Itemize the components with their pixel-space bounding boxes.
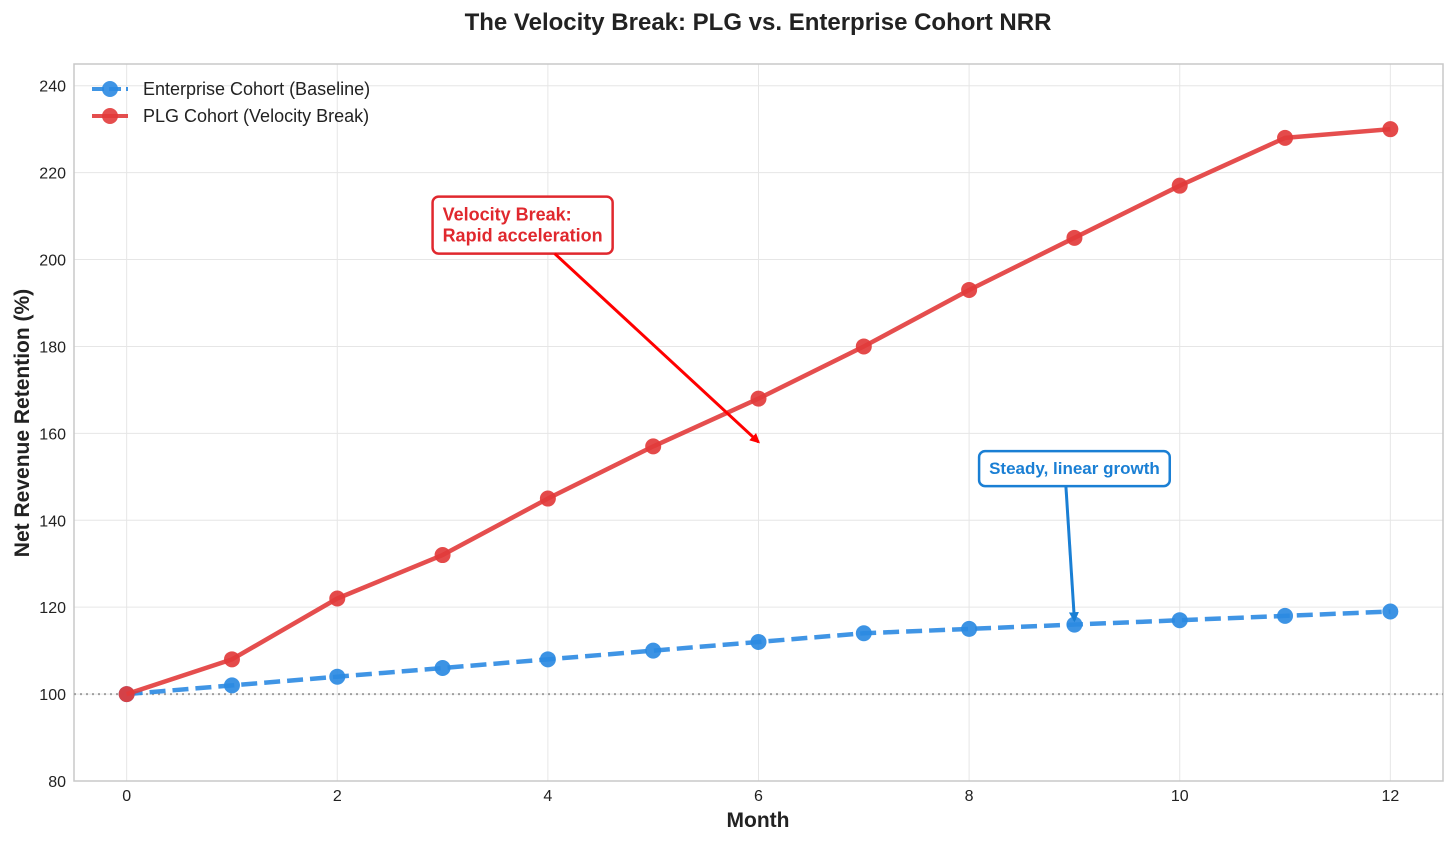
annotation-layer: Velocity Break: Rapid acceleration Steady,…: [431, 195, 1172, 623]
y-tick-label: 180: [39, 339, 66, 356]
data-point: [855, 625, 872, 642]
y-tick-label: 200: [39, 253, 66, 270]
legend-label-enterprise: Enterprise Cohort (Baseline): [143, 79, 370, 99]
chart-title: The Velocity Break: PLG vs. Enterprise C…: [465, 9, 1052, 36]
annotation-1: Steady, linear growth: [977, 449, 1172, 623]
x-axis-label: Month: [727, 809, 790, 832]
data-point: [750, 633, 767, 650]
legend-item-plg: PLG Cohort (Velocity Break): [92, 106, 369, 126]
axis-ticks: 0 2 4 6 8 10 12 80 100 120 140 160 180 200 220 240: [39, 79, 1399, 805]
y-tick-label: 80: [48, 774, 66, 791]
data-point: [1382, 603, 1399, 620]
legend-item-enterprise: Enterprise Cohort (Baseline): [92, 79, 370, 99]
data-point: [329, 590, 346, 607]
legend-swatch-enterprise-marker: [102, 81, 118, 97]
y-tick-label: 160: [39, 426, 66, 443]
data-point: [1171, 612, 1188, 629]
legend-swatch-plg-marker: [102, 108, 118, 124]
annotation-text-0: Velocity Break: Rapid acceleration: [443, 205, 603, 246]
annotation-box-1: [977, 449, 1172, 488]
x-tick-label: 10: [1171, 788, 1189, 805]
y-tick-label: 140: [39, 513, 66, 530]
x-tick-label: 2: [333, 788, 342, 805]
data-point: [645, 438, 662, 455]
series-0: [118, 603, 1399, 703]
data-point: [961, 620, 978, 637]
y-tick-label: 120: [39, 600, 66, 617]
legend-label-plg: PLG Cohort (Velocity Break): [143, 106, 369, 126]
data-point: [961, 281, 978, 298]
annotation-arrow-1: [1064, 485, 1079, 623]
series-layer: [118, 121, 1399, 703]
data-point: [539, 490, 556, 507]
data-point: [434, 547, 451, 564]
x-tick-label: 6: [754, 788, 763, 805]
y-tick-label: 240: [39, 79, 66, 96]
plot-frame: [73, 63, 1444, 782]
x-tick-label: 4: [543, 788, 552, 805]
series-1: [118, 121, 1399, 703]
x-tick-label: 12: [1381, 788, 1399, 805]
y-tick-label: 220: [39, 166, 66, 183]
x-tick-label: 8: [965, 788, 974, 805]
y-axis-label: Net Revenue Retention (%): [11, 289, 34, 557]
annotation-0: Velocity Break: Rapid acceleration: [431, 195, 760, 444]
annotation-text-1: Steady, linear growth: [989, 459, 1160, 478]
data-point: [645, 642, 662, 659]
data-point: [539, 651, 556, 668]
data-point: [434, 660, 451, 677]
data-point: [329, 668, 346, 685]
data-point: [223, 651, 240, 668]
y-tick-label: 100: [39, 687, 66, 704]
grid: [74, 64, 1443, 782]
data-point: [750, 390, 767, 407]
x-tick-label: 0: [122, 788, 131, 805]
data-point: [1277, 129, 1294, 146]
data-point: [223, 677, 240, 694]
annotation-arrow-0: [553, 252, 760, 444]
data-point: [1382, 121, 1399, 138]
data-point: [855, 338, 872, 355]
data-point: [1171, 177, 1188, 194]
data-point: [118, 686, 135, 703]
legend: Enterprise Cohort (Baseline) PLG Cohort …: [92, 79, 370, 126]
data-point: [1066, 229, 1083, 246]
data-point: [1277, 607, 1294, 624]
annotation-box-0: [431, 195, 614, 255]
